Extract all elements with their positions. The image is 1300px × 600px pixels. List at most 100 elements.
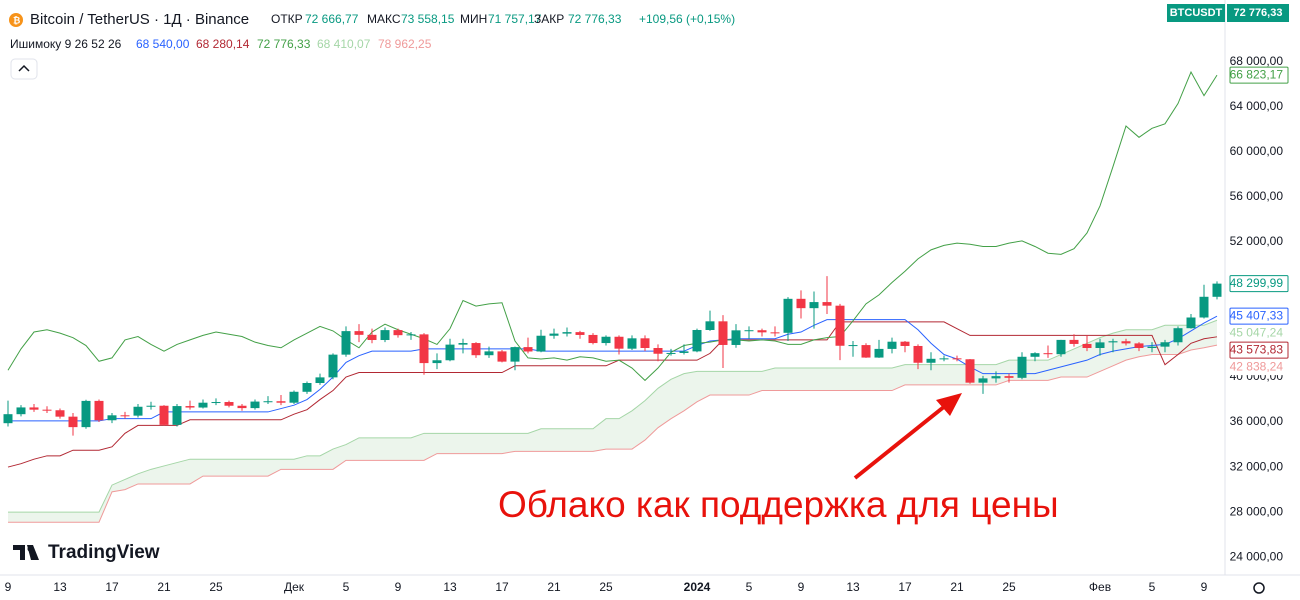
x-tick-label: 17 [495,580,509,594]
candle-body [835,305,845,346]
price-badge-label: 43 573,83 [1230,342,1284,356]
logo-text: TradingView [48,542,160,563]
y-tick-label: 60 000,00 [1230,144,1284,158]
candle-body [3,414,13,424]
candle-body [653,348,663,354]
candle-body [588,334,598,344]
candle-body [497,351,507,362]
candle-body [1069,339,1079,344]
candle-body [822,302,832,306]
candle-body [627,338,637,349]
candle-body [900,341,910,346]
symbol-icon-glyph: ₿ [13,15,20,25]
candle-body [185,406,195,408]
x-tick-label: Дек [284,580,305,594]
x-tick-label: 9 [798,580,805,594]
indicator-name: Ишимоку 9 26 52 26 [10,37,122,51]
candle-body [614,336,624,349]
indicator-value: 68 280,14 [196,37,250,51]
price-badge-label: 42 838,24 [1230,359,1284,373]
candle-body [1056,339,1066,355]
x-tick-label: 5 [1149,580,1156,594]
candle-body [289,391,299,403]
settings-button[interactable] [1253,582,1265,594]
candle-body [406,334,416,336]
price-badge-label: 48 299,99 [1230,276,1284,290]
candle-body [939,358,949,360]
candle-body [952,358,962,360]
candle-body [731,330,741,345]
x-tick-label: 13 [53,580,67,594]
collapse-button[interactable] [10,58,38,80]
price: 72 776,33 [1234,7,1283,19]
candle-body [237,405,247,409]
candle-body [276,401,286,403]
candle-body [380,330,390,341]
x-tick-label: 21 [950,580,964,594]
x-tick-label: 9 [1201,580,1208,594]
indicator-value: 68 540,00 [136,37,190,51]
collapse-icon [18,64,30,72]
candle-body [562,332,572,334]
indicator-value: 68 410,07 [317,37,371,51]
candle-body [94,400,104,421]
candle-body [510,347,520,362]
y-tick-label: 28 000,00 [1230,504,1284,518]
ohlc-value: 73 558,15 [401,12,455,26]
candle-body [1004,376,1014,378]
price-badge-box [1229,66,1289,84]
candle-body [172,406,182,425]
symbol-icon [9,13,23,27]
ticker-badge [1167,4,1225,22]
candle-body [1082,343,1092,349]
x-tick-label: 25 [209,580,223,594]
x-tick-label: 25 [599,580,613,594]
x-tick-label: 21 [157,580,171,594]
x-tick-label: 17 [105,580,119,594]
candle-body [913,345,923,363]
candle-body [120,415,130,417]
x-tick-label: 13 [846,580,860,594]
candle-body [1160,342,1170,347]
candle-body [1121,341,1131,344]
candle-body [861,345,871,358]
candle-body [744,330,754,332]
candle-body [705,321,715,330]
candle-body [978,378,988,383]
candle-body [848,345,858,347]
candle-body [1030,353,1040,357]
candle-body [484,351,494,356]
x-tick-label: 5 [343,580,350,594]
candle-body [874,348,884,358]
candle-body [1199,296,1209,318]
x-tick-label: 2024 [684,580,711,594]
candle-body [68,416,78,428]
candle-body [666,352,676,354]
candle-body [328,354,338,378]
candle-body [393,330,403,336]
price-badge-box [1229,341,1289,359]
ichimoku-line [7,321,1218,468]
plot-area [3,70,1222,523]
candle-body [926,358,936,363]
candle-body [354,331,364,335]
candle-body [198,402,208,408]
candle-body [445,344,455,361]
price-badge-box [1229,275,1289,293]
candle-body [1043,353,1053,355]
x-tick-label: 21 [547,580,561,594]
candle-body [146,405,156,407]
candle-body [523,347,533,352]
candle-body [315,377,325,384]
candle-body [432,360,442,364]
candle-body [1017,356,1027,378]
candle-body [1134,343,1144,349]
candle-body [1173,328,1183,343]
candle-body [224,402,234,406]
y-tick-label: 56 000,00 [1230,189,1284,203]
ohlc-value: 71 757,17 [488,12,542,26]
candle-body [809,302,819,309]
candle-body [718,321,728,345]
candle-body [263,401,273,403]
